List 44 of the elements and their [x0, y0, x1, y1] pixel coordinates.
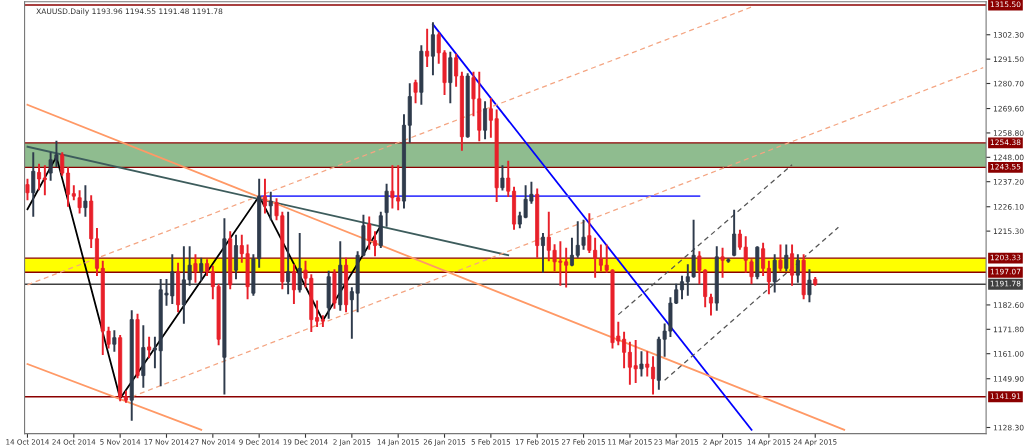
candlestick [454, 53, 459, 87]
candlestick [795, 254, 800, 283]
candlestick [413, 79, 418, 104]
candlestick [60, 152, 65, 176]
candlestick [37, 163, 42, 191]
candlestick [784, 244, 789, 272]
candlestick [66, 167, 71, 207]
candlestick [262, 178, 267, 214]
candlestick [483, 101, 488, 140]
candlestick [384, 183, 389, 227]
candlestick [373, 231, 378, 257]
candlestick [31, 152, 36, 217]
candlestick [147, 336, 152, 359]
candlestick [680, 275, 685, 300]
candlestick [268, 191, 273, 221]
candlestick [708, 293, 713, 316]
candlestick [193, 254, 198, 283]
candlestick [291, 264, 296, 305]
candlestick [425, 28, 430, 68]
candlestick [83, 185, 88, 217]
candlestick [569, 237, 574, 267]
candlestick [500, 165, 505, 191]
candlestick [749, 259, 754, 285]
candlestick [199, 257, 204, 281]
candlestick [639, 351, 644, 377]
candlestick [42, 165, 47, 196]
candlestick [77, 190, 82, 214]
candlestick [790, 244, 795, 286]
candlestick [772, 254, 777, 293]
candlestick [761, 242, 766, 277]
candlestick [320, 315, 325, 328]
candlestick [766, 260, 771, 295]
candlestick [540, 233, 546, 273]
candlestick [807, 269, 812, 303]
candlestick [430, 22, 435, 76]
candlestick [297, 233, 302, 293]
candlestick [112, 330, 117, 352]
candlestick [367, 216, 372, 250]
candlestick [506, 160, 511, 198]
candlestick [778, 244, 783, 272]
candlestick [25, 178, 30, 201]
candlestick [286, 211, 291, 295]
candlestick [732, 209, 737, 257]
candlestick [720, 247, 725, 278]
